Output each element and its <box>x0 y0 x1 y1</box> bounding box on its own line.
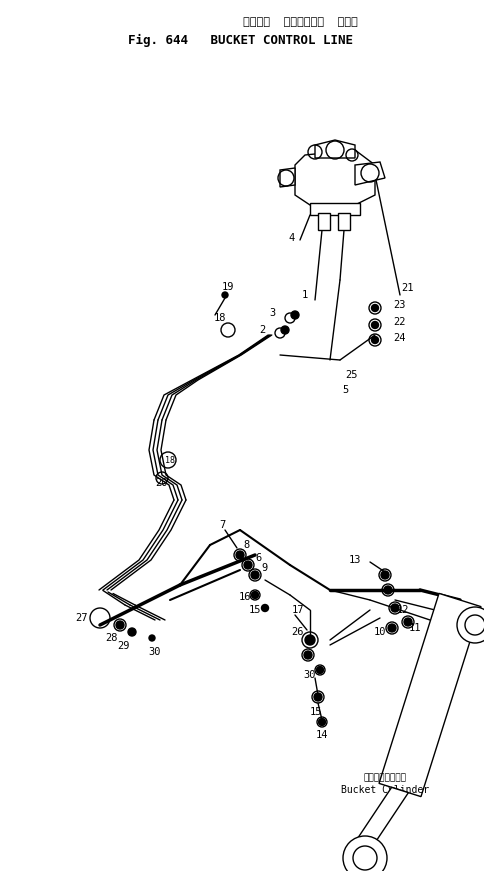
Text: 18: 18 <box>165 456 175 464</box>
Text: 24: 24 <box>394 333 406 343</box>
Circle shape <box>116 621 124 629</box>
Circle shape <box>304 651 312 659</box>
Text: 14: 14 <box>316 730 328 740</box>
Text: 20: 20 <box>156 478 168 488</box>
Text: 19: 19 <box>222 282 234 292</box>
Circle shape <box>314 693 322 701</box>
Circle shape <box>281 326 289 334</box>
Circle shape <box>251 571 259 579</box>
Text: 22: 22 <box>394 317 406 327</box>
Circle shape <box>465 615 484 635</box>
Text: 1: 1 <box>302 290 308 300</box>
Text: 4: 4 <box>289 233 295 243</box>
Text: 18: 18 <box>214 313 226 323</box>
Text: Bucket Cylinder: Bucket Cylinder <box>341 785 429 795</box>
Circle shape <box>372 305 378 312</box>
Polygon shape <box>295 150 375 205</box>
Text: 26: 26 <box>291 627 303 637</box>
Circle shape <box>252 591 258 598</box>
Circle shape <box>222 292 228 298</box>
Text: 30: 30 <box>149 647 161 657</box>
Polygon shape <box>318 213 330 230</box>
Circle shape <box>353 846 377 870</box>
Text: 29: 29 <box>118 641 130 651</box>
Circle shape <box>305 635 315 645</box>
Text: 15: 15 <box>249 605 261 615</box>
Polygon shape <box>351 787 408 853</box>
Polygon shape <box>315 140 355 158</box>
Circle shape <box>372 336 378 343</box>
Circle shape <box>149 635 155 641</box>
Polygon shape <box>379 593 481 797</box>
Text: 21: 21 <box>402 283 414 293</box>
Text: 10: 10 <box>374 627 386 637</box>
Circle shape <box>404 618 412 626</box>
Circle shape <box>384 586 392 594</box>
Polygon shape <box>338 213 350 230</box>
Text: 13: 13 <box>349 555 361 565</box>
Circle shape <box>372 321 378 328</box>
Polygon shape <box>355 162 385 185</box>
Circle shape <box>317 666 323 673</box>
Text: Fig. 644   BUCKET CONTROL LINE: Fig. 644 BUCKET CONTROL LINE <box>127 33 352 46</box>
Circle shape <box>318 719 326 726</box>
Text: 2: 2 <box>259 325 265 335</box>
Text: 30: 30 <box>304 670 316 680</box>
Text: 27: 27 <box>76 613 88 623</box>
Text: 16: 16 <box>239 592 251 602</box>
Text: 9: 9 <box>262 563 268 573</box>
Polygon shape <box>280 168 295 187</box>
Text: 3: 3 <box>269 308 275 318</box>
Text: バケットシリンダ: バケットシリンダ <box>363 773 407 782</box>
Text: 6: 6 <box>255 553 261 563</box>
Circle shape <box>388 624 396 632</box>
Circle shape <box>244 561 252 569</box>
Text: バケット  コントロール  ライン: バケット コントロール ライン <box>242 17 357 27</box>
Text: 28: 28 <box>106 633 118 643</box>
Circle shape <box>381 571 389 579</box>
Text: 5: 5 <box>342 385 348 395</box>
Circle shape <box>261 604 269 611</box>
Text: 11: 11 <box>409 623 421 633</box>
Text: 17: 17 <box>292 605 304 615</box>
Circle shape <box>343 836 387 871</box>
Circle shape <box>291 311 299 319</box>
Text: 25: 25 <box>346 370 358 380</box>
Text: 23: 23 <box>394 300 406 310</box>
Circle shape <box>236 551 244 559</box>
Text: 12: 12 <box>397 605 409 615</box>
Polygon shape <box>310 203 360 215</box>
Circle shape <box>128 628 136 636</box>
Text: 7: 7 <box>219 520 225 530</box>
Text: 8: 8 <box>243 540 249 550</box>
Circle shape <box>457 607 484 643</box>
Circle shape <box>391 604 399 612</box>
Text: 15: 15 <box>310 707 322 717</box>
